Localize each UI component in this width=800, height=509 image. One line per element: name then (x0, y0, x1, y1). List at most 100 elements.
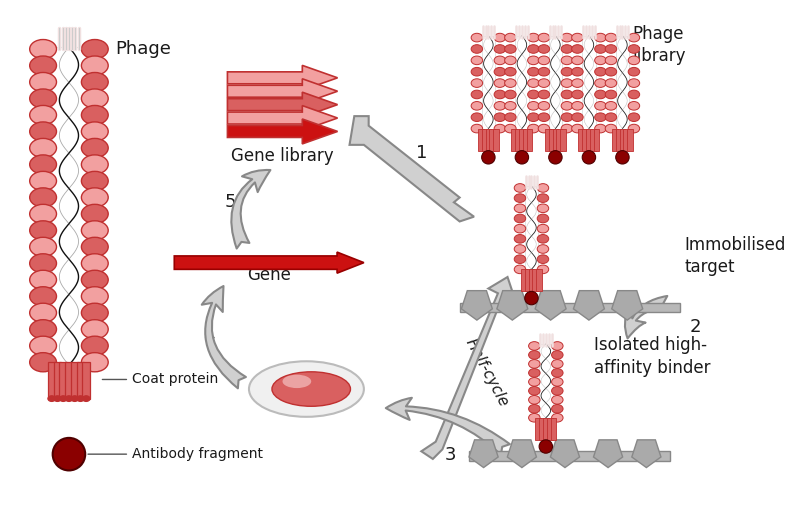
Ellipse shape (82, 221, 108, 240)
Text: 3: 3 (444, 446, 456, 465)
Ellipse shape (30, 287, 57, 306)
Polygon shape (82, 362, 90, 399)
Ellipse shape (594, 56, 606, 65)
Polygon shape (545, 129, 550, 151)
Polygon shape (65, 362, 73, 399)
Ellipse shape (82, 237, 108, 257)
Polygon shape (550, 440, 579, 468)
Ellipse shape (528, 45, 539, 53)
Ellipse shape (82, 138, 108, 158)
Polygon shape (497, 291, 528, 320)
Ellipse shape (30, 40, 57, 59)
Ellipse shape (538, 184, 549, 192)
Ellipse shape (30, 138, 57, 158)
Ellipse shape (628, 45, 640, 53)
Ellipse shape (514, 194, 526, 203)
Ellipse shape (538, 265, 549, 274)
Polygon shape (526, 129, 533, 151)
Ellipse shape (528, 124, 539, 133)
Ellipse shape (561, 67, 573, 76)
Polygon shape (174, 252, 364, 273)
Polygon shape (586, 129, 592, 151)
Polygon shape (227, 105, 338, 130)
Polygon shape (52, 47, 86, 365)
Polygon shape (521, 269, 526, 291)
FancyArrowPatch shape (625, 296, 668, 338)
Text: Gene: Gene (247, 266, 291, 284)
Polygon shape (470, 451, 670, 461)
Ellipse shape (505, 56, 516, 65)
Polygon shape (227, 65, 338, 90)
Polygon shape (619, 129, 626, 151)
Ellipse shape (551, 342, 563, 350)
Ellipse shape (538, 235, 549, 243)
Ellipse shape (529, 413, 540, 422)
Ellipse shape (82, 105, 108, 125)
Polygon shape (533, 269, 538, 291)
Ellipse shape (538, 204, 549, 213)
Ellipse shape (529, 359, 540, 368)
Ellipse shape (30, 353, 57, 372)
Ellipse shape (605, 67, 617, 76)
Ellipse shape (572, 56, 583, 65)
Polygon shape (48, 362, 55, 399)
Ellipse shape (538, 101, 550, 110)
Ellipse shape (494, 67, 506, 76)
Ellipse shape (514, 255, 526, 264)
Ellipse shape (561, 113, 573, 122)
Ellipse shape (538, 245, 549, 253)
Ellipse shape (538, 67, 550, 76)
Ellipse shape (538, 56, 550, 65)
Ellipse shape (30, 303, 57, 322)
Ellipse shape (529, 378, 540, 386)
Ellipse shape (561, 45, 573, 53)
Text: Antibody fragment: Antibody fragment (132, 447, 263, 461)
Ellipse shape (538, 214, 549, 223)
Polygon shape (556, 129, 562, 151)
Ellipse shape (514, 204, 526, 213)
Polygon shape (515, 129, 521, 151)
Ellipse shape (538, 124, 550, 133)
Text: Phage
library: Phage library (632, 25, 686, 65)
Ellipse shape (505, 33, 516, 42)
Ellipse shape (594, 79, 606, 88)
Ellipse shape (471, 90, 482, 99)
Polygon shape (77, 362, 84, 399)
Ellipse shape (561, 101, 573, 110)
Ellipse shape (538, 33, 550, 42)
Ellipse shape (505, 45, 516, 53)
Ellipse shape (594, 45, 606, 53)
Polygon shape (59, 362, 67, 399)
Ellipse shape (529, 369, 540, 377)
Ellipse shape (471, 67, 482, 76)
Ellipse shape (282, 375, 311, 388)
Text: 4: 4 (203, 327, 214, 346)
Text: Immobilised
target: Immobilised target (685, 236, 786, 276)
Ellipse shape (82, 204, 108, 223)
Polygon shape (632, 440, 661, 468)
Ellipse shape (628, 101, 640, 110)
Ellipse shape (82, 287, 108, 306)
Polygon shape (590, 129, 596, 151)
Polygon shape (549, 129, 554, 151)
Ellipse shape (30, 56, 57, 75)
Ellipse shape (494, 124, 506, 133)
Ellipse shape (628, 67, 640, 76)
Ellipse shape (605, 113, 617, 122)
Polygon shape (539, 418, 545, 440)
Ellipse shape (605, 45, 617, 53)
Ellipse shape (572, 45, 583, 53)
Polygon shape (493, 129, 499, 151)
Ellipse shape (551, 405, 563, 413)
Text: Gene library: Gene library (231, 147, 334, 165)
Ellipse shape (505, 101, 516, 110)
Circle shape (549, 151, 562, 164)
Ellipse shape (529, 405, 540, 413)
Polygon shape (594, 129, 599, 151)
Ellipse shape (538, 90, 550, 99)
Ellipse shape (572, 90, 583, 99)
Ellipse shape (605, 56, 617, 65)
Ellipse shape (249, 361, 364, 417)
Polygon shape (482, 36, 495, 129)
Ellipse shape (528, 113, 539, 122)
